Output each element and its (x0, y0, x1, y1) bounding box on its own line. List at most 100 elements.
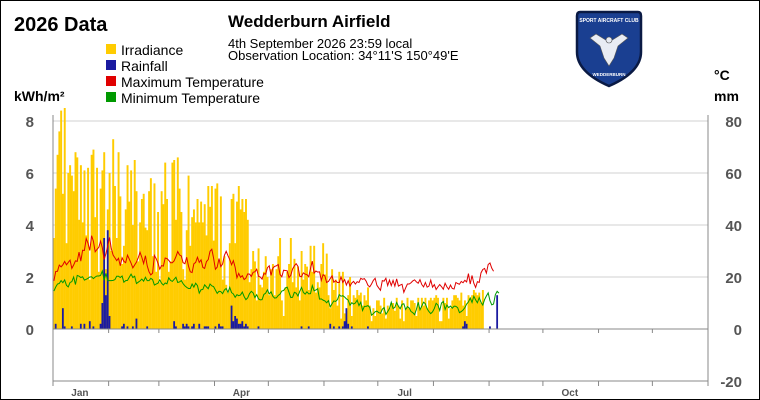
irradiance-bar (420, 297, 423, 329)
irradiance-bar (160, 191, 163, 329)
irradiance-bar (218, 261, 221, 329)
irradiance-bar (318, 287, 321, 329)
legend-label-max-temp: Maximum Temperature (121, 74, 264, 90)
irradiance-bar (422, 305, 425, 329)
rainfall-bar (83, 323, 86, 329)
irradiance-bar (374, 316, 377, 329)
irradiance-bar (437, 297, 439, 329)
rainfall-bar (146, 326, 149, 329)
rainfall-bar (496, 295, 499, 329)
irradiance-bar (467, 295, 470, 329)
irradiance-bar (248, 282, 251, 329)
irradiance-bar (171, 162, 174, 329)
irradiance-bar (383, 297, 386, 329)
irradiance-bar (444, 303, 447, 329)
irradiance-bar (205, 235, 208, 329)
irradiance-bar (282, 316, 285, 329)
rainfall-bar (126, 326, 129, 329)
irradiance-bar (402, 321, 405, 329)
irradiance-bar (392, 303, 395, 329)
irradiance-bar (395, 297, 398, 329)
irradiance-bar (149, 178, 152, 329)
irradiance-bar (406, 297, 409, 329)
irradiance-bar (408, 308, 411, 329)
rainfall-bar (489, 326, 491, 329)
rainfall-bar (182, 323, 184, 329)
irradiance-bar (465, 316, 468, 329)
rainfall-bar (347, 323, 350, 329)
irradiance-bar (361, 305, 364, 329)
irradiance-bar (300, 251, 303, 329)
irradiance-bar (438, 321, 441, 329)
irradiance-bar (176, 157, 179, 329)
irradiance-bar (338, 271, 341, 329)
rainfall-bar (184, 326, 186, 329)
irradiance-bar (327, 295, 330, 329)
rainfall-bar (236, 318, 238, 329)
rainfall-bar (185, 323, 188, 329)
irradiance-bar (469, 297, 472, 329)
irradiance-bar (175, 219, 177, 329)
rainfall-bar (221, 326, 224, 329)
irradiance-bar (135, 191, 138, 329)
month-label: Jan (71, 388, 88, 399)
irradiance-bar (372, 308, 375, 329)
month-label: Oct (561, 388, 578, 399)
month-label: Jul (397, 388, 412, 399)
rainfall-bar (103, 238, 106, 329)
irradiance-bar (146, 230, 149, 329)
irradiance-bar (298, 300, 301, 329)
irradiance-bar (417, 297, 420, 329)
rainfall-bar (191, 326, 193, 329)
irradiance-bar (119, 196, 122, 329)
irradiance-bar (167, 271, 170, 329)
irradiance-bar (234, 243, 237, 329)
irradiance-bar (58, 131, 61, 329)
irradiance-bar (259, 284, 262, 329)
rainfall-bar (300, 326, 303, 329)
irradiance-bar (250, 269, 253, 329)
irradiance-bar (476, 295, 479, 329)
irradiance-bar (126, 165, 129, 329)
rainfall-bar (88, 321, 91, 329)
irradiance-bar (280, 300, 283, 329)
irradiance-bar (115, 238, 118, 329)
legend-label-rainfall: Rainfall (121, 58, 168, 74)
irradiance-bar (173, 160, 176, 329)
irradiance-bar (187, 175, 190, 329)
irradiance-bar (474, 292, 477, 329)
rainfall-bar (192, 323, 195, 329)
rainfall-bar (131, 326, 134, 329)
irradiance-bar (463, 300, 466, 329)
irradiance-bar (97, 271, 100, 329)
legend-label-min-temp: Minimum Temperature (121, 90, 260, 106)
year-title: 2026 Data (14, 14, 108, 36)
irradiance-bar (148, 191, 151, 329)
irradiance-bar (90, 154, 93, 329)
irradiance-bar (221, 279, 224, 329)
irradiance-bar (419, 308, 422, 329)
irradiance-bar (117, 152, 120, 329)
irradiance-bar (88, 279, 91, 329)
irradiance-bar (386, 305, 389, 329)
logo-eagle-icon (589, 33, 629, 67)
irradiance-bar (359, 292, 362, 329)
irradiance-bar (241, 199, 244, 329)
irradiance-bar (435, 295, 438, 329)
irradiance-bar (401, 300, 404, 329)
rainfall-bar (367, 326, 369, 329)
axes (52, 115, 709, 386)
month-label: Apr (233, 388, 250, 399)
rainfall-bar (239, 323, 242, 329)
irradiance-bar (454, 295, 457, 329)
rainfall-bar (54, 323, 57, 329)
irradiance-bar (245, 199, 247, 329)
irradiance-bar (368, 305, 371, 329)
irradiance-bar (277, 256, 280, 329)
rainfall-bar (135, 318, 138, 329)
rainfall-bar (175, 326, 177, 329)
irradiance-bar (451, 300, 454, 329)
rainfall-bar (232, 321, 235, 329)
irradiance-bar (379, 305, 382, 329)
irradiance-bar (286, 271, 289, 329)
